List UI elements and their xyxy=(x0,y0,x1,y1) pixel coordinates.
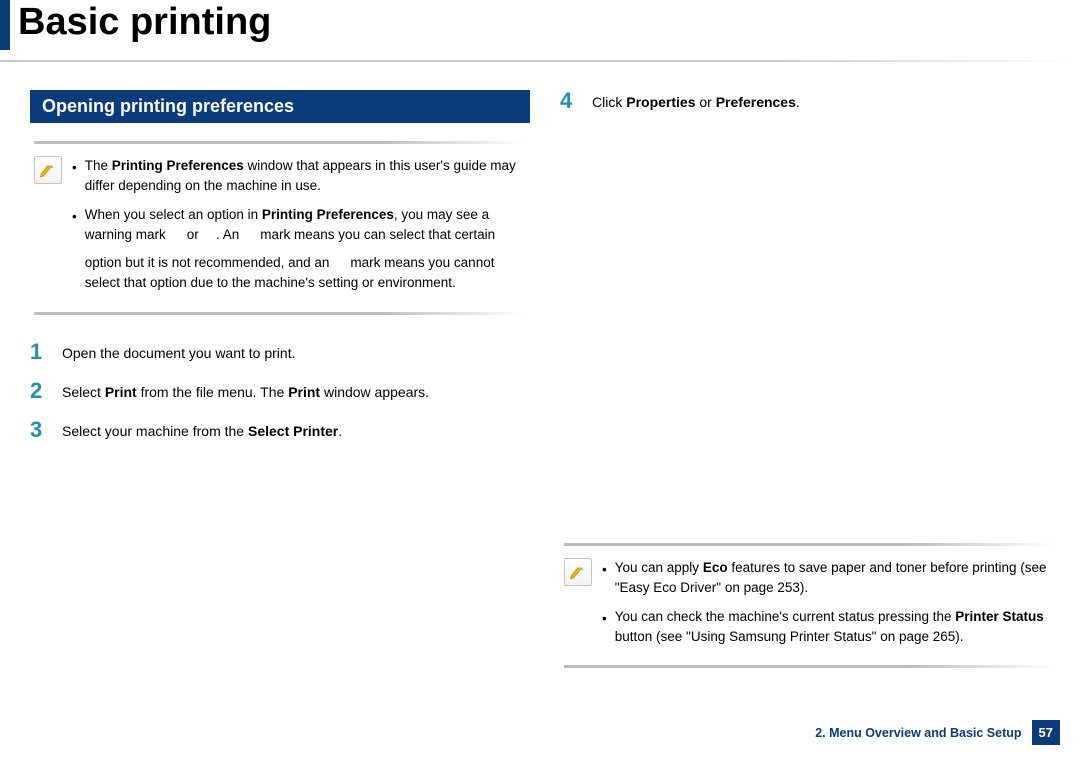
step-row: 2 Select Print from the file menu. The P… xyxy=(30,380,530,403)
step-text-bold: Print xyxy=(288,384,320,400)
bullet-dot-icon: • xyxy=(602,607,607,648)
note-bullet: • The Printing Preferences window that a… xyxy=(72,156,526,197)
note-text: The Printing Preferences window that app… xyxy=(85,156,526,197)
note-bullet: • When you select an option in Printing … xyxy=(72,205,526,294)
section-header: Opening printing preferences xyxy=(30,90,530,123)
step-text: Click Properties or Preferences. xyxy=(592,90,800,113)
step-number: 1 xyxy=(30,341,48,364)
note-text-frag: button (see "Using Samsung Printer Statu… xyxy=(615,629,964,644)
note-text-frag: option but it is not recommended, and an… xyxy=(85,255,495,290)
step-number: 4 xyxy=(560,90,578,113)
note-rule-top xyxy=(564,543,1056,546)
step-text-bold: Print xyxy=(105,384,137,400)
steps-right: 4 Click Properties or Preferences. xyxy=(560,90,1060,113)
bullet-dot-icon: • xyxy=(602,558,607,599)
note-body: • The Printing Preferences window that a… xyxy=(34,156,526,302)
step-row: 4 Click Properties or Preferences. xyxy=(560,90,1060,113)
step-text-frag: or xyxy=(695,94,715,110)
step-text-bold: Preferences xyxy=(716,94,796,110)
note-box-right: • You can apply Eco features to save pap… xyxy=(560,543,1060,678)
note-icon xyxy=(34,156,62,184)
note-body: • You can apply Eco features to save pap… xyxy=(564,558,1056,655)
note-text-bold: Eco xyxy=(703,560,728,575)
note-text-frag: When you select an option in xyxy=(85,207,262,222)
footer-chapter: 2. Menu Overview and Basic Setup xyxy=(815,726,1021,740)
note-bullet: • You can check the machine's current st… xyxy=(602,607,1056,648)
page-title: Basic printing xyxy=(18,0,271,50)
step-text: Select your machine from the Select Prin… xyxy=(62,419,342,442)
left-column: Opening printing preferences • The Print… xyxy=(30,90,530,678)
note-text: You can apply Eco features to save paper… xyxy=(615,558,1056,599)
step-text-bold: Select Printer xyxy=(248,423,338,439)
step-row: 1 Open the document you want to print. xyxy=(30,341,530,364)
note-bullet: • You can apply Eco features to save pap… xyxy=(602,558,1056,599)
note-rule-bottom xyxy=(564,665,1056,668)
note-text: You can check the machine's current stat… xyxy=(615,607,1056,648)
title-rule xyxy=(0,60,1080,62)
step-text-frag: Click xyxy=(592,94,626,110)
step-text-frag: window appears. xyxy=(320,384,429,400)
footer-page-number: 57 xyxy=(1032,720,1060,745)
note-box-left: • The Printing Preferences window that a… xyxy=(30,141,530,325)
note-text-bold: Printing Preferences xyxy=(112,158,244,173)
note-text-frag: You can check the machine's current stat… xyxy=(615,609,956,624)
page-footer: 2. Menu Overview and Basic Setup 57 xyxy=(815,720,1060,745)
step-number: 3 xyxy=(30,419,48,442)
step-text-frag: Select your machine from the xyxy=(62,423,248,439)
page-title-wrap: Basic printing xyxy=(0,0,1080,50)
note-text-bold: Printing Preferences xyxy=(262,207,394,222)
step-text-bold: Properties xyxy=(626,94,695,110)
step-text-frag: Select xyxy=(62,384,105,400)
note-list: • You can apply Eco features to save pap… xyxy=(602,558,1056,655)
title-accent-bar xyxy=(0,0,10,50)
note-list: • The Printing Preferences window that a… xyxy=(72,156,526,302)
note-rule-top xyxy=(34,141,526,144)
note-rule-bottom xyxy=(34,312,526,315)
step-text: Select Print from the file menu. The Pri… xyxy=(62,380,429,403)
step-text: Open the document you want to print. xyxy=(62,341,295,364)
note-text-frag: You can apply xyxy=(615,560,703,575)
step-text-frag: . xyxy=(338,423,342,439)
steps-left: 1 Open the document you want to print. 2… xyxy=(30,341,530,442)
note-text-bold: Printer Status xyxy=(955,609,1044,624)
right-column: 4 Click Properties or Preferences. • You… xyxy=(560,90,1060,678)
note-icon xyxy=(564,558,592,586)
note-text-frag: The xyxy=(85,158,112,173)
note-text: When you select an option in Printing Pr… xyxy=(85,205,526,294)
step-number: 2 xyxy=(30,380,48,403)
content-columns: Opening printing preferences • The Print… xyxy=(0,90,1080,678)
bullet-dot-icon: • xyxy=(72,156,77,197)
step-row: 3 Select your machine from the Select Pr… xyxy=(30,419,530,442)
bullet-dot-icon: • xyxy=(72,205,77,294)
step-text-frag: from the file menu. The xyxy=(137,384,288,400)
step-text-frag: . xyxy=(796,94,800,110)
